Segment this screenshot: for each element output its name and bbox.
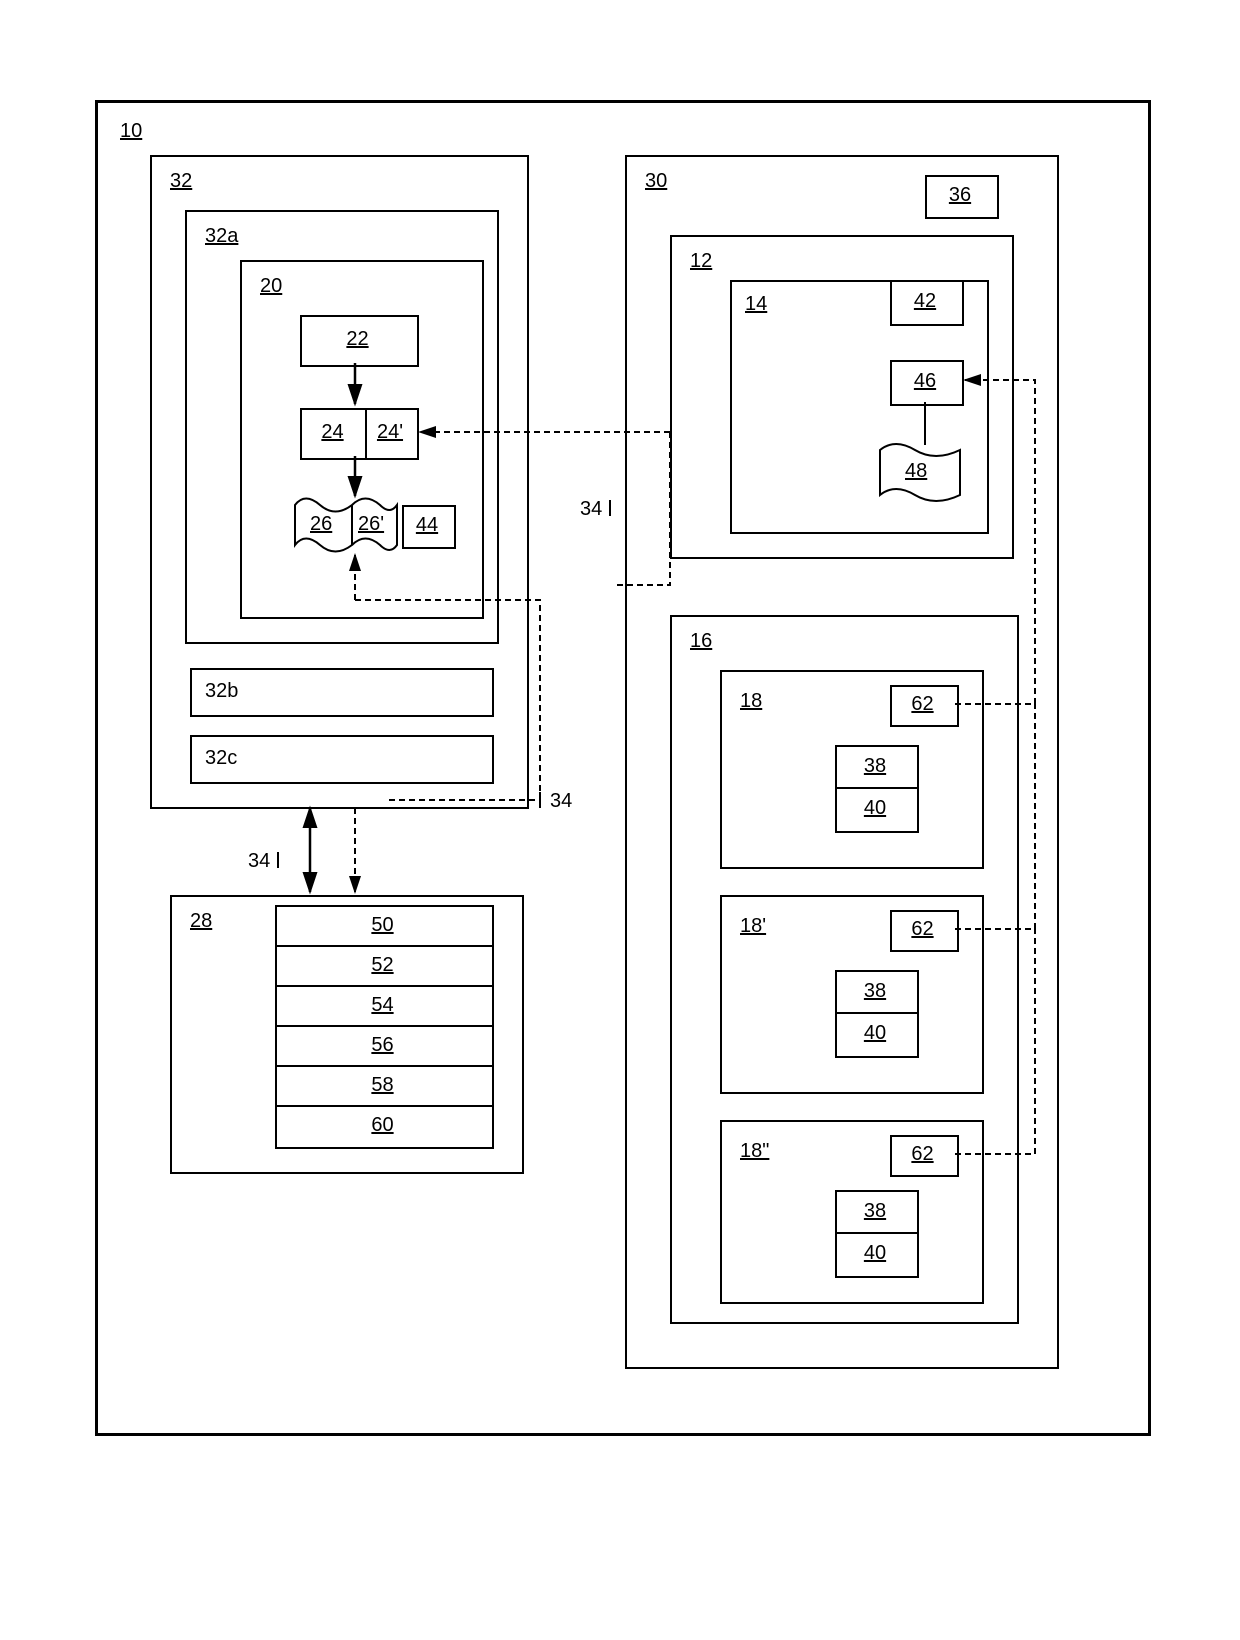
label-24: 24 [300, 421, 365, 444]
label-32: 32 [170, 170, 192, 193]
label-32b: 32b [205, 680, 238, 703]
label-58: 58 [275, 1074, 490, 1097]
label-48: 48 [905, 460, 927, 483]
conn-label-34-c: 34 [550, 790, 572, 813]
diagram-page: 10 32 32a 20 22 24 24' 26 26' 44 32b 32c… [0, 0, 1240, 1640]
label-60: 60 [275, 1114, 490, 1137]
label-38-0: 38 [835, 755, 915, 778]
label-56: 56 [275, 1034, 490, 1057]
label-62-2: 62 [890, 1143, 955, 1166]
label-62-0: 62 [890, 693, 955, 716]
label-10: 10 [120, 120, 142, 143]
label-32c: 32c [205, 747, 237, 770]
label-18-2: 18" [740, 1140, 769, 1163]
label-14: 14 [745, 293, 767, 316]
label-38-1: 38 [835, 980, 915, 1003]
label-18-0: 18 [740, 690, 762, 713]
label-30: 30 [645, 170, 667, 193]
label-24p: 24' [365, 421, 415, 444]
label-52: 52 [275, 954, 490, 977]
label-20: 20 [260, 275, 282, 298]
label-40-1: 40 [835, 1022, 915, 1045]
label-18-1: 18' [740, 915, 766, 938]
label-36: 36 [925, 184, 995, 207]
conn-label-34-b: 34 [248, 850, 270, 873]
label-26: 26 [310, 513, 332, 536]
label-42: 42 [890, 290, 960, 313]
label-50: 50 [275, 914, 490, 937]
label-26p: 26' [358, 513, 384, 536]
label-40-2: 40 [835, 1242, 915, 1265]
label-44: 44 [402, 514, 452, 537]
label-22: 22 [300, 328, 415, 351]
label-16: 16 [690, 630, 712, 653]
label-46: 46 [890, 370, 960, 393]
label-28: 28 [190, 910, 212, 933]
label-32a: 32a [205, 225, 238, 248]
label-12: 12 [690, 250, 712, 273]
label-62-1: 62 [890, 918, 955, 941]
conn-label-34-a: 34 [580, 498, 602, 521]
label-38-2: 38 [835, 1200, 915, 1223]
label-54: 54 [275, 994, 490, 1017]
label-40-0: 40 [835, 797, 915, 820]
